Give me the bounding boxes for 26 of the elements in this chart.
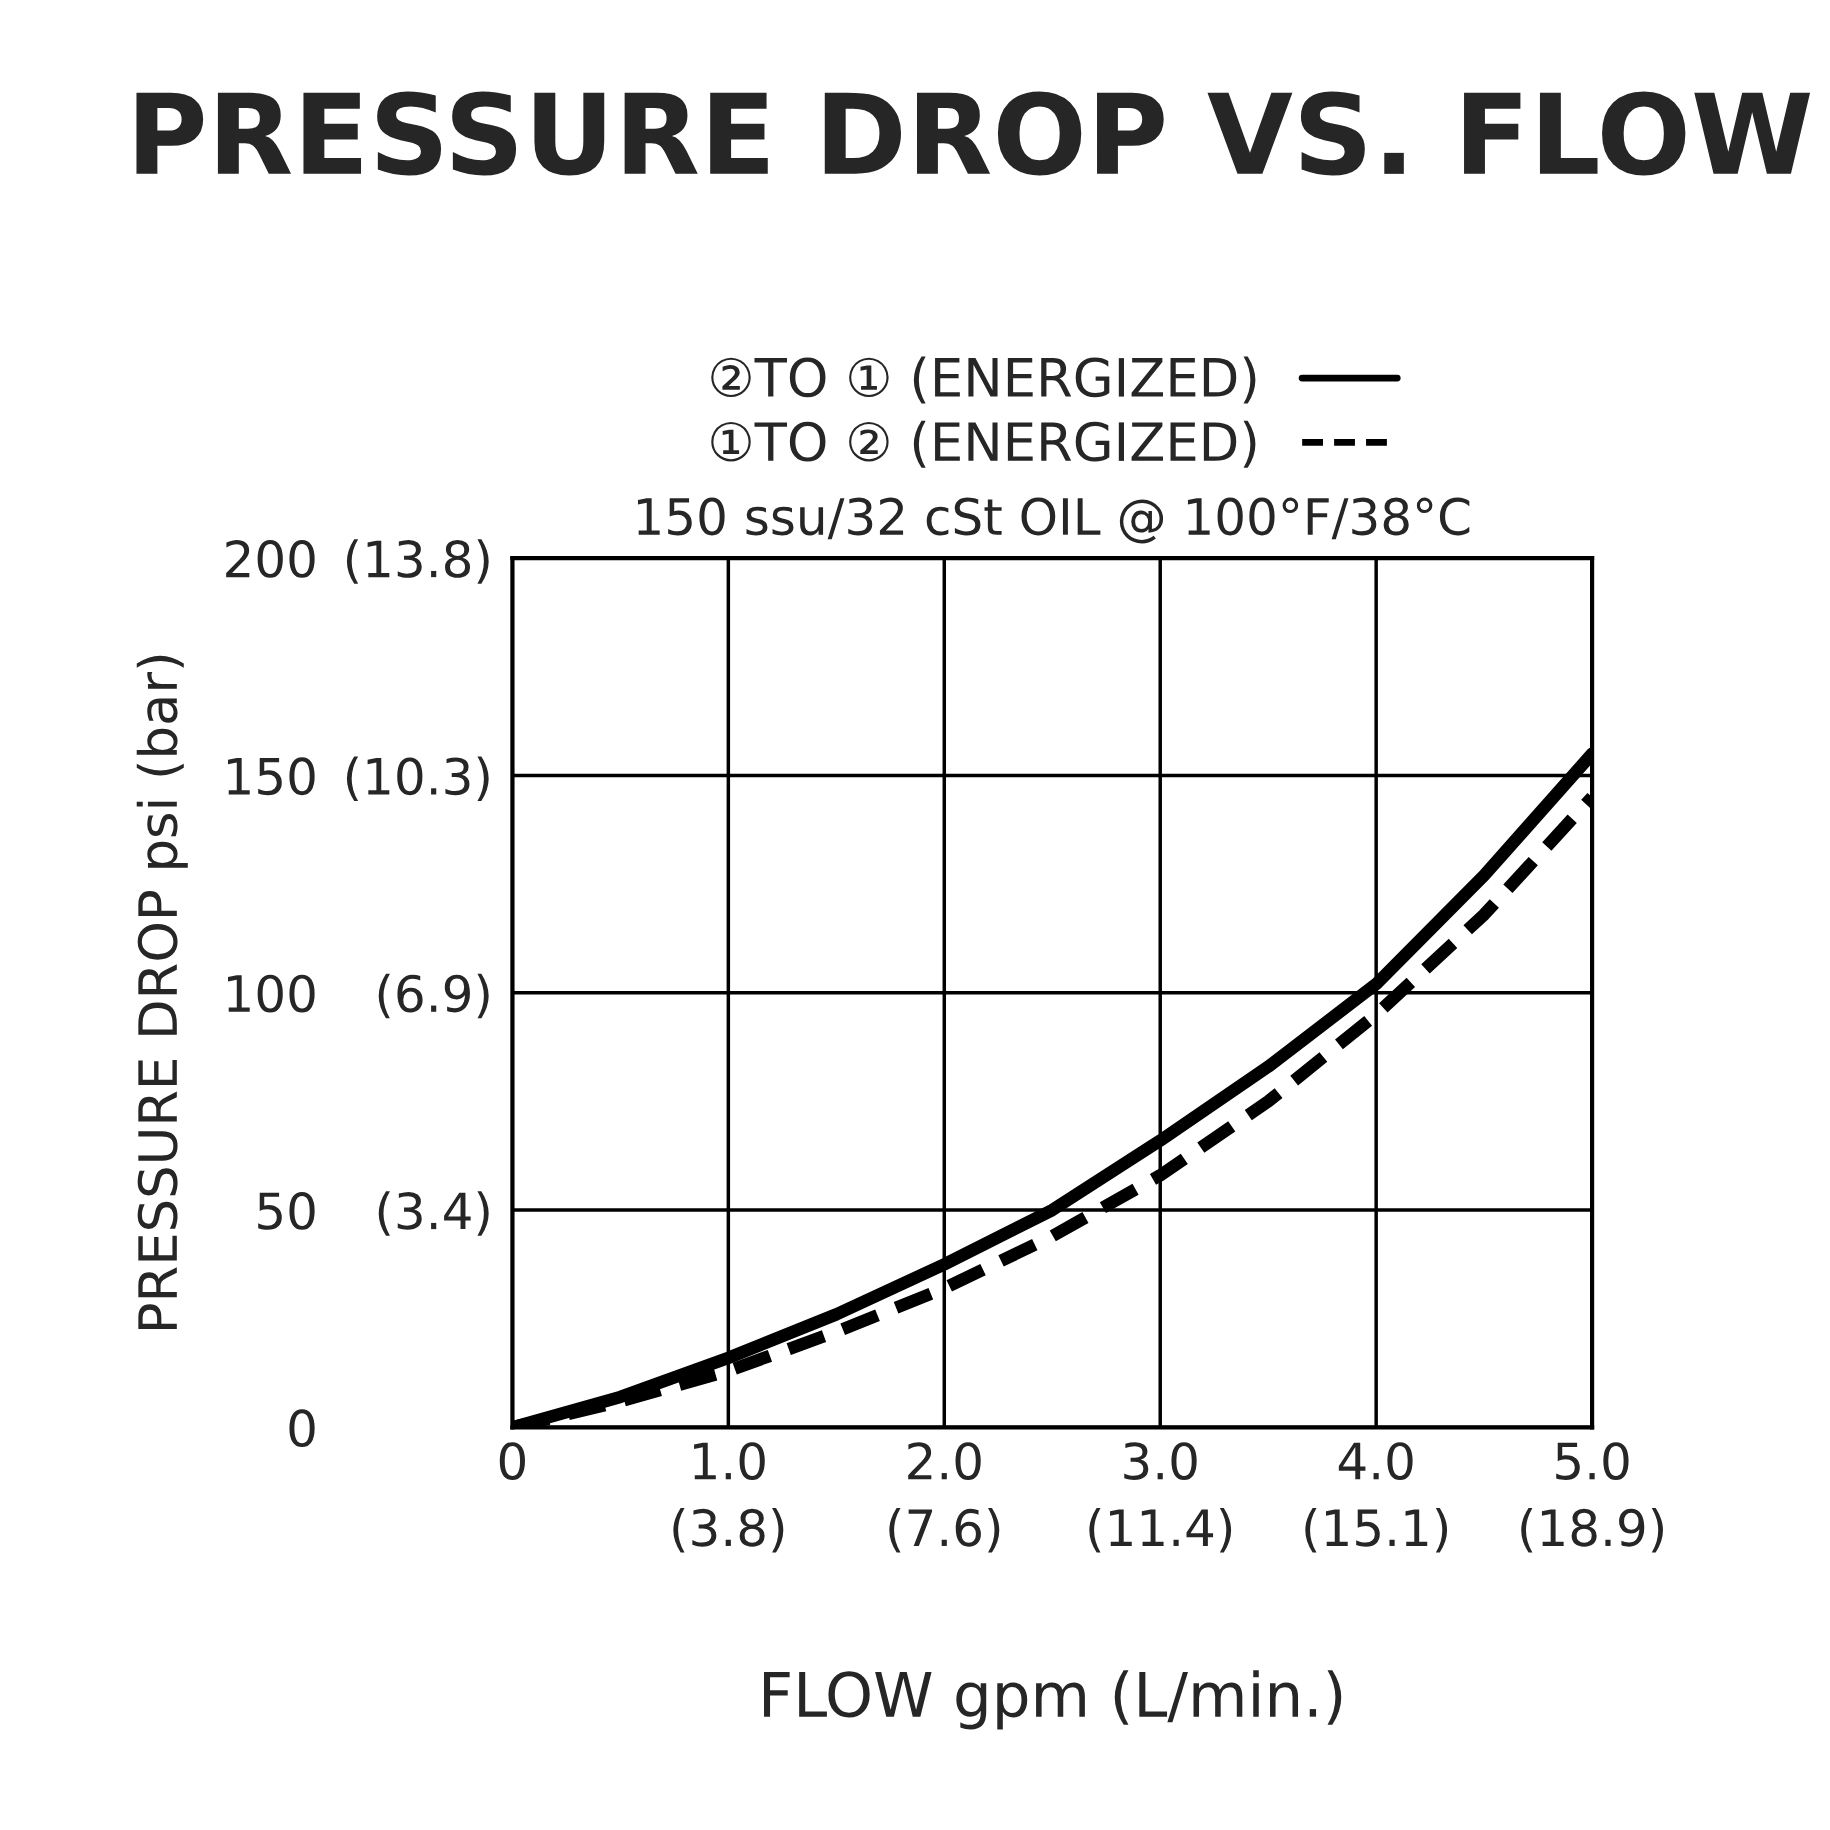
x2-tick-label: (15.1) [1305, 1508, 1448, 1553]
x2-tick-label: (7.6) [889, 1508, 1000, 1553]
y2-tick-label: (13.8) [346, 539, 489, 584]
y-tick-label: 0 [289, 1409, 315, 1448]
y-tick-label: 200 [226, 540, 315, 578]
chart-title: PRESSURE DROP VS. FLOW [136, 91, 1811, 176]
x-tick-label: 2.0 [908, 1442, 981, 1480]
x2-tick-label: (11.4) [1089, 1508, 1232, 1553]
x-tick-label: 1.0 [694, 1442, 765, 1480]
legend-label: ①TO ② (ENERGIZED) [711, 420, 1256, 468]
x2-tick-label: (3.8) [673, 1508, 784, 1553]
x-tick-label: 5.0 [1556, 1442, 1629, 1480]
y-tick-label: 100 [228, 974, 315, 1013]
x-tick-label: 0 [499, 1442, 525, 1480]
y2-tick-label: (10.3) [346, 756, 489, 802]
x-tick-label: 3.0 [1124, 1442, 1197, 1480]
x-tick-label: 4.0 [1338, 1442, 1413, 1480]
y-tick-label: 50 [258, 1191, 315, 1230]
y2-tick-label: (6.9) [378, 973, 489, 1019]
x-axis-title: FLOW gpm (L/min.) [764, 1670, 1342, 1730]
legend-label: ②TO ① (ENERGIZED) [711, 356, 1256, 404]
x2-tick-label: (18.9) [1521, 1508, 1663, 1553]
y2-tick-label: (3.4) [378, 1191, 489, 1236]
text: 150 ssu/32 cSt OIL @ 100°F/38°C [637, 497, 1470, 544]
y-axis-title: PRESSURE DROP psi (bar) [136, 655, 188, 1330]
y-tick-label: 150 [228, 757, 315, 796]
